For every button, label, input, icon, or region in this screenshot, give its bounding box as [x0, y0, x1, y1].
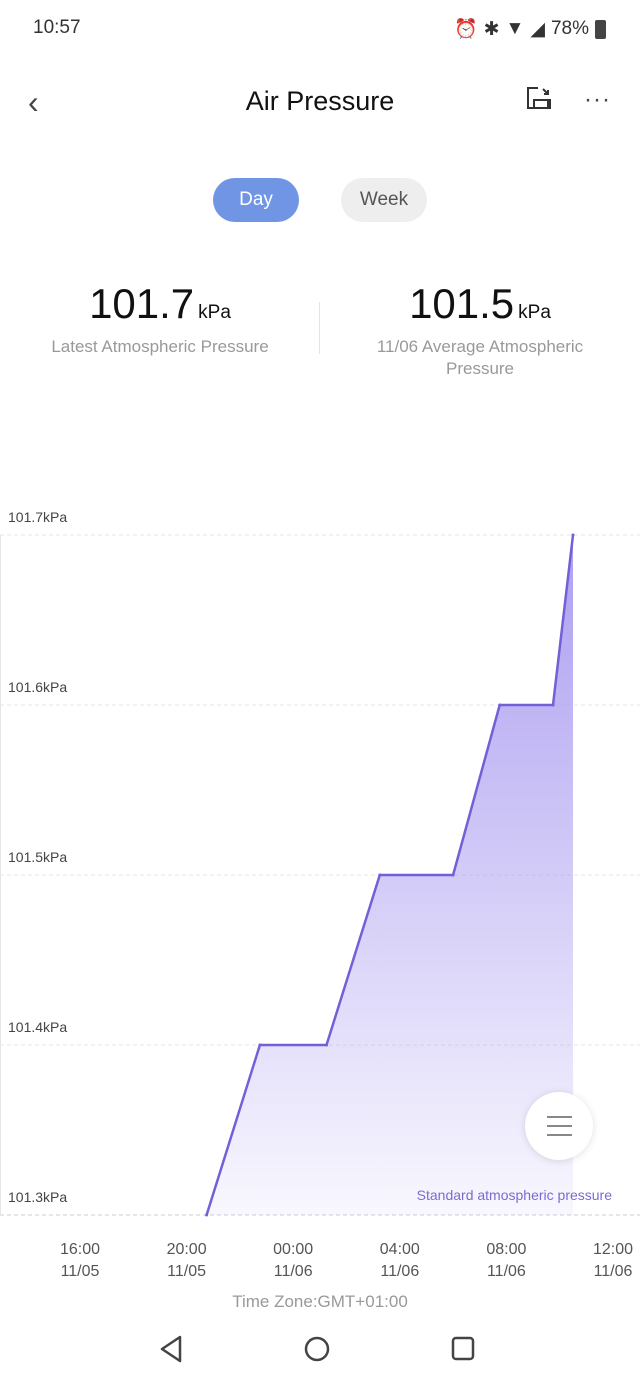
y-tick-label: 101.3kPa: [8, 1189, 68, 1205]
stat-label: Latest Atmospheric Pressure: [51, 337, 269, 356]
share-button[interactable]: [526, 86, 552, 110]
menu-icon: [546, 1116, 572, 1118]
x-tick-label: 12:00 11/06: [592, 1241, 634, 1280]
share-icon: [527, 87, 551, 109]
stat-value: 101.7: [89, 280, 195, 327]
tab-week[interactable]: Week: [341, 178, 427, 222]
data-point: [498, 703, 502, 707]
data-point: [451, 873, 455, 877]
data-point: [551, 703, 555, 707]
more-icon: ···: [584, 86, 611, 113]
status-icons: ⏰ ✱ ▼ ◢ 78%: [454, 17, 606, 41]
data-point: [378, 873, 382, 877]
y-tick-label: 101.6kPa: [8, 679, 68, 695]
nav-back-button[interactable]: [158, 1334, 184, 1364]
stat-unit: kPa: [198, 302, 231, 323]
back-button[interactable]: ‹: [28, 84, 39, 121]
page-title: Air Pressure: [245, 86, 395, 116]
signal-icon: ◢: [530, 18, 545, 40]
y-tick-label: 101.4kPa: [8, 1019, 68, 1035]
x-tick-label: 20:00 11/05: [166, 1241, 207, 1280]
bluetooth-icon: ✱: [483, 18, 500, 40]
menu-button[interactable]: [525, 1092, 593, 1160]
nav-home-button[interactable]: [303, 1334, 331, 1364]
x-tick-label: 00:00 11/06: [273, 1241, 314, 1280]
chart-legend: Standard atmospheric pressure: [416, 1187, 612, 1203]
data-point: [325, 1043, 329, 1047]
battery-icon: [595, 19, 606, 39]
alarm-icon: ⏰: [453, 19, 478, 40]
divider: [319, 302, 320, 354]
chevron-left-icon: ‹: [28, 84, 39, 120]
data-point: [205, 1213, 209, 1217]
y-tick-label: 101.7kPa: [8, 509, 68, 525]
latest-pressure-stat: 101.7 kPa Latest Atmospheric Pressure: [0, 280, 320, 358]
data-point: [571, 533, 575, 537]
battery-percent: 78%: [550, 18, 589, 39]
stat-value: 101.5: [409, 280, 515, 327]
x-tick-label: 08:00 11/06: [486, 1241, 527, 1280]
y-tick-label: 101.5kPa: [8, 849, 68, 865]
status-time: 10:57: [33, 17, 81, 38]
stat-label: 11/06 Average Atmospheric Pressure: [376, 337, 584, 378]
nav-recents-button[interactable]: [450, 1334, 476, 1364]
average-pressure-stat: 101.5 kPa 11/06 Average Atmospheric Press…: [320, 280, 640, 380]
x-tick-label: 16:00 11/05: [59, 1241, 101, 1280]
wifi-icon: ▼: [505, 18, 525, 39]
chart-line: [205, 534, 575, 1216]
x-tick-label: 04:00 11/06: [379, 1241, 420, 1280]
tab-day[interactable]: Day: [213, 178, 299, 222]
timezone-label: Time Zone:GMT+01:00: [232, 1292, 408, 1311]
data-point: [258, 1043, 262, 1047]
stat-unit: kPa: [518, 302, 551, 323]
more-button[interactable]: ···: [584, 86, 611, 114]
